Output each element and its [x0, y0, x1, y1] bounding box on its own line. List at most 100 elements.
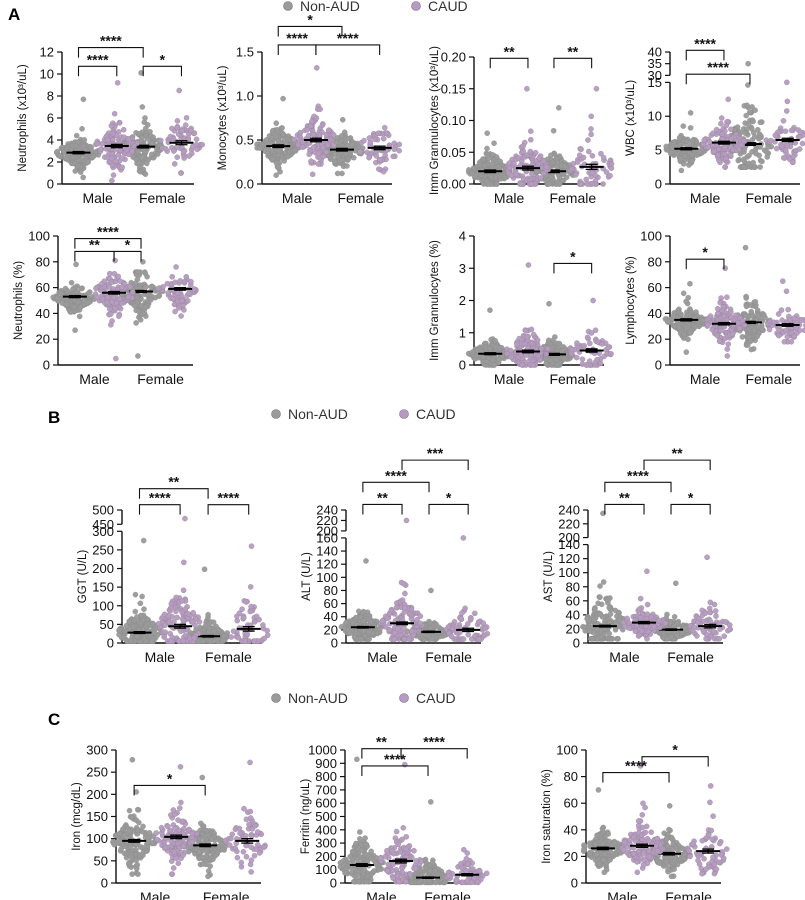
data-point: [194, 146, 200, 153]
data-point: [528, 136, 534, 143]
data-point: [588, 330, 595, 336]
data-point: [718, 120, 724, 127]
data-point: [764, 154, 770, 160]
y-tick-label: 120: [316, 557, 338, 572]
scatter-group-caud-female: [687, 554, 733, 642]
y-tick-label: 60: [566, 593, 580, 608]
data-point: [673, 580, 679, 587]
data-point: [142, 304, 149, 311]
data-point: [396, 147, 403, 154]
data-point: [636, 606, 643, 612]
data-point: [76, 313, 83, 320]
data-point: [157, 137, 164, 144]
data-point: [54, 148, 60, 155]
data-point: [757, 164, 763, 170]
data-point: [612, 626, 619, 633]
data-point: [492, 338, 499, 344]
data-point: [202, 622, 209, 629]
data-point: [530, 362, 536, 368]
data-point: [279, 125, 285, 131]
scatter-group-non-aud-male: [465, 130, 513, 187]
y-tick-label: 5: [655, 143, 662, 158]
y-tick-label: 1.5: [236, 45, 254, 60]
data-point: [118, 284, 125, 290]
data-point: [80, 174, 86, 181]
data-point: [376, 166, 382, 172]
data-point: [743, 303, 750, 310]
data-point: [109, 299, 115, 305]
data-point: [489, 152, 496, 158]
x-tick-label-female: Female: [203, 889, 250, 900]
legend-label-non-aud: Non-AUD: [300, 0, 360, 14]
data-point: [721, 633, 727, 639]
y-tick-label: 80: [648, 254, 662, 269]
y-tick-label: 1: [459, 325, 466, 340]
data-point: [535, 160, 542, 167]
data-point: [150, 134, 156, 140]
data-point: [748, 346, 755, 353]
data-point: [780, 155, 787, 161]
y-tick-label: 0: [43, 358, 50, 373]
x-tick-label-male: Male: [282, 190, 313, 206]
bracket-line: [643, 459, 711, 471]
significance-label: *: [702, 244, 708, 260]
data-point: [719, 131, 726, 137]
data-point: [94, 140, 100, 147]
scatter-group-caud-male: [704, 265, 748, 359]
data-point: [334, 170, 341, 177]
data-point: [197, 624, 203, 631]
data-point: [140, 823, 146, 830]
data-point: [716, 636, 723, 642]
data-point: [315, 150, 322, 157]
data-point: [205, 611, 211, 618]
data-point: [550, 159, 556, 165]
y-tick-label: 100: [316, 570, 338, 585]
data-point: [674, 620, 681, 627]
data-point: [528, 128, 534, 134]
data-point: [554, 362, 561, 368]
data-point: [140, 537, 147, 544]
data-point: [676, 135, 683, 141]
significance-label: ****: [100, 33, 122, 49]
data-point: [552, 334, 558, 340]
scatter-group-caud-male: [378, 517, 425, 642]
data-point: [248, 543, 255, 549]
data-point: [84, 300, 91, 306]
data-point: [591, 616, 597, 623]
y-tick-label: 450: [92, 517, 114, 532]
data-point: [624, 615, 630, 622]
data-point: [355, 143, 362, 150]
data-point: [695, 619, 701, 626]
data-point: [480, 620, 487, 627]
y-tick-label: 0: [47, 177, 54, 192]
data-point: [405, 636, 412, 642]
data-point: [594, 356, 600, 363]
data-point: [742, 130, 749, 136]
data-point: [188, 278, 194, 285]
bracket-line: [401, 459, 469, 471]
significance-bracket: **: [604, 489, 645, 515]
significance-bracket: *: [113, 236, 142, 262]
y-axis-label: WBC (x10³/uL): [625, 80, 637, 156]
y-tick-label: 2: [459, 293, 466, 308]
data-point: [584, 616, 590, 622]
significance-label: ****: [385, 467, 407, 483]
data-point: [722, 164, 728, 170]
bracket-line: [685, 258, 725, 270]
data-point: [594, 635, 601, 642]
panel-label-b: B: [48, 408, 60, 427]
data-point: [104, 294, 111, 301]
data-point: [711, 629, 717, 635]
data-point: [687, 329, 693, 336]
data-point: [120, 127, 127, 133]
data-point: [344, 163, 350, 169]
data-point: [478, 172, 484, 179]
data-point: [522, 341, 528, 347]
data-point: [171, 161, 178, 167]
data-point: [529, 171, 535, 177]
data-point: [783, 288, 790, 295]
y-tick-label: 100: [558, 565, 580, 580]
data-point: [191, 286, 197, 292]
x-tick-label-female: Female: [549, 190, 596, 206]
data-point: [706, 609, 713, 616]
